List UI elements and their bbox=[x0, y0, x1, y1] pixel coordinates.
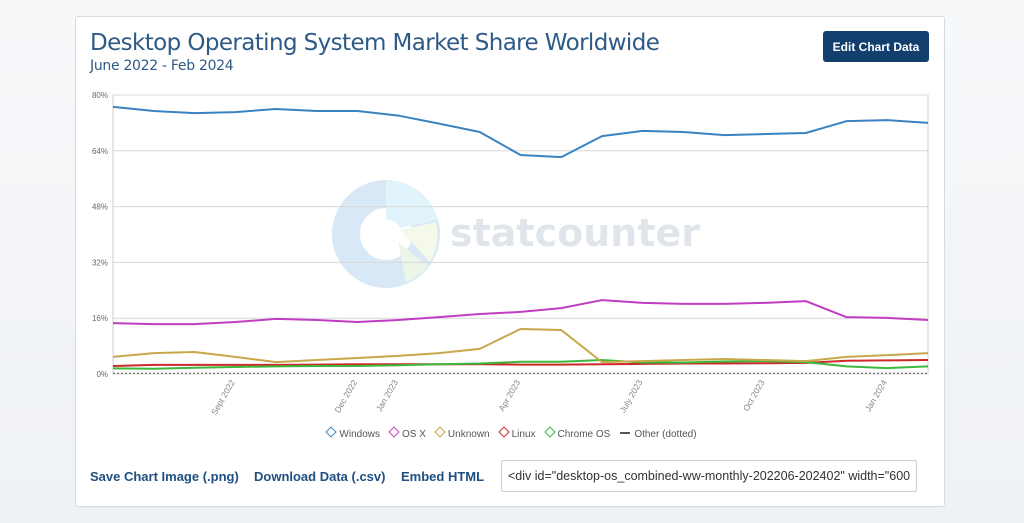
diamond-marker-icon bbox=[497, 426, 510, 438]
x-tick-label: Jan 2023 bbox=[374, 378, 400, 414]
diamond-marker-icon bbox=[388, 426, 400, 438]
y-tick-label: 80% bbox=[92, 91, 108, 100]
series-line-os-x[interactable] bbox=[112, 299, 929, 326]
series-line-chrome-os[interactable] bbox=[112, 359, 929, 370]
y-tick-label: 48% bbox=[92, 203, 108, 212]
legend-item-chrome-os[interactable]: Chrome OS bbox=[543, 426, 611, 440]
legend-item-linux[interactable]: Linux bbox=[497, 426, 536, 440]
diamond-marker-icon bbox=[325, 426, 338, 438]
date-range-subtitle: June 2022 - Feb 2024 bbox=[90, 58, 234, 74]
chart-legend: Windows OS X Unknown Linux Chrome OS Other (d… bbox=[0, 426, 1024, 440]
series-line-unknown[interactable] bbox=[112, 328, 929, 364]
x-tick-label: Oct 2023 bbox=[741, 378, 767, 413]
y-tick-label: 64% bbox=[92, 147, 108, 156]
legend-item-unknown[interactable]: Unknown bbox=[434, 426, 490, 440]
statcounter-watermark: statcounter bbox=[332, 180, 700, 288]
diamond-marker-icon bbox=[543, 426, 556, 438]
x-tick-label: Sept 2022 bbox=[209, 378, 237, 417]
legend-label: Windows bbox=[339, 429, 380, 440]
x-tick-label: July 2023 bbox=[618, 378, 645, 415]
y-tick-label: 32% bbox=[92, 258, 108, 267]
legend-item-other-dotted[interactable]: Other (dotted) bbox=[620, 429, 697, 440]
embed-html-label: Embed HTML bbox=[401, 469, 485, 484]
save-chart-image-link[interactable]: Save Chart Image (.png) bbox=[90, 469, 239, 484]
legend-label: Other (dotted) bbox=[634, 429, 697, 440]
edit-chart-data-button[interactable]: Edit Chart Data bbox=[823, 31, 929, 62]
legend-label: Linux bbox=[511, 429, 536, 440]
x-tick-label: Jan 2024 bbox=[863, 378, 889, 414]
legend-item-os-x[interactable]: OS X bbox=[388, 426, 426, 440]
series-line-linux[interactable] bbox=[112, 359, 929, 367]
download-data-link[interactable]: Download Data (.csv) bbox=[254, 469, 386, 484]
legend-label: Chrome OS bbox=[557, 429, 611, 440]
legend-item-windows[interactable]: Windows bbox=[325, 426, 380, 440]
x-tick-label: Dec 2022 bbox=[332, 378, 359, 415]
y-tick-label: 0% bbox=[96, 370, 108, 379]
diamond-marker-icon bbox=[434, 426, 446, 438]
watermark-text: statcounter bbox=[450, 211, 700, 255]
series-line-windows[interactable] bbox=[112, 105, 929, 159]
legend-label: OS X bbox=[402, 429, 426, 440]
x-tick-label: Apr 2023 bbox=[496, 378, 522, 413]
page-title: Desktop Operating System Market Share Wo… bbox=[90, 30, 660, 56]
y-tick-label: 16% bbox=[92, 314, 108, 323]
chart-card bbox=[75, 16, 945, 507]
legend-label: Unknown bbox=[447, 429, 490, 440]
dash-marker-icon bbox=[620, 432, 631, 434]
embed-html-input[interactable] bbox=[501, 460, 917, 492]
